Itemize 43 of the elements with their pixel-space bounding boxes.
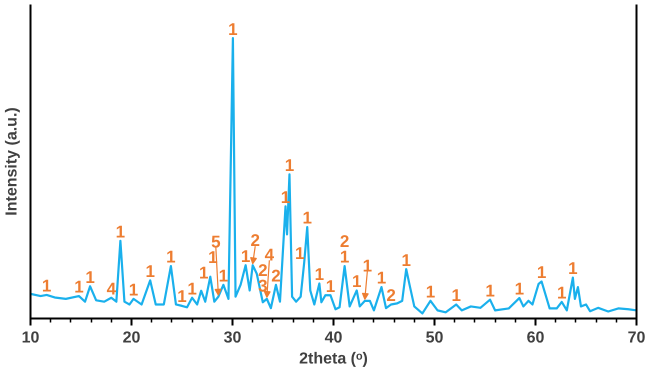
annotation: 1 bbox=[302, 208, 312, 228]
annotation: 2 bbox=[250, 231, 260, 250]
annotation: 1 bbox=[74, 278, 84, 297]
annotation: 1 bbox=[426, 282, 436, 302]
x-tick-label: 60 bbox=[526, 330, 544, 346]
annotation: 2 bbox=[386, 286, 396, 305]
annotation: 1 bbox=[187, 279, 197, 298]
annotation: 5 bbox=[211, 232, 221, 252]
annotation: 1 bbox=[116, 222, 126, 242]
annotation: 1 bbox=[85, 268, 95, 287]
annotation: 1 bbox=[514, 280, 524, 299]
annotation: 1 bbox=[485, 281, 495, 300]
x-tick-label: 10 bbox=[22, 330, 40, 346]
annotation: 1 bbox=[568, 259, 578, 278]
annotation: 1 bbox=[284, 156, 294, 176]
annotation: 4 bbox=[106, 279, 117, 298]
annotation: 1 bbox=[240, 246, 250, 266]
annotation: 1 bbox=[376, 268, 386, 288]
y-axis-title: Intensity (a.u.) bbox=[4, 107, 20, 216]
annotation: 1 bbox=[536, 263, 546, 282]
annotation: 1 bbox=[451, 286, 461, 306]
annotation: 1 bbox=[362, 256, 372, 276]
annotation: 1 bbox=[557, 284, 566, 303]
x-tick-label: 70 bbox=[628, 330, 646, 346]
annotation: 1 bbox=[198, 264, 208, 283]
x-tick-label: 30 bbox=[224, 330, 242, 346]
x-tick-label: 50 bbox=[426, 330, 444, 346]
annotation: 1 bbox=[177, 287, 187, 306]
annotation: 1 bbox=[326, 276, 336, 296]
annotation: 1 bbox=[218, 266, 228, 286]
x-axis-title: 2theta (ᵒ) bbox=[299, 350, 368, 368]
annotation: 1 bbox=[145, 262, 155, 282]
annotation: 2 bbox=[271, 266, 281, 286]
x-tick-label: 40 bbox=[324, 330, 342, 346]
annotation: 1 bbox=[228, 20, 238, 39]
annotation: 1 bbox=[352, 272, 362, 292]
annotation: 1 bbox=[314, 265, 324, 284]
annotation: 1 bbox=[42, 276, 52, 296]
x-tick-label: 20 bbox=[122, 330, 140, 346]
annotation: 1 bbox=[401, 250, 411, 270]
annotation: 1 bbox=[294, 244, 304, 264]
annotation: 1 bbox=[166, 248, 176, 267]
annotation: 1 bbox=[128, 280, 138, 300]
